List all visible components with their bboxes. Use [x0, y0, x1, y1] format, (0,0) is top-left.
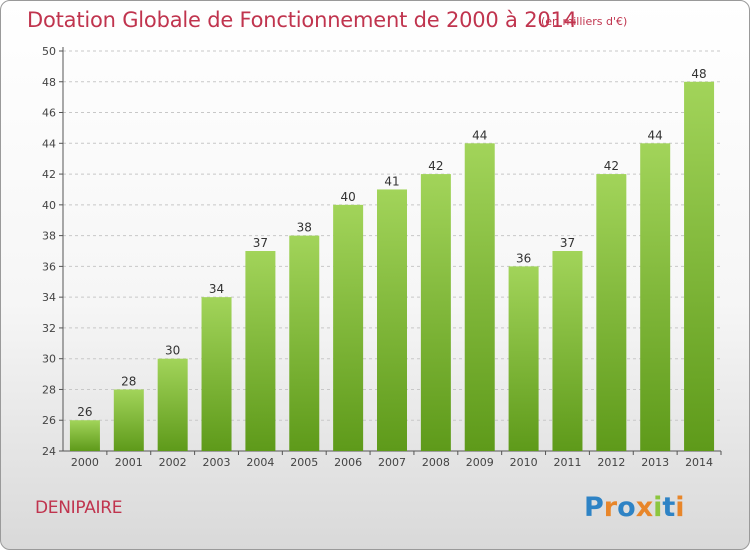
y-tick-label: 50: [42, 45, 56, 58]
bar: [289, 235, 320, 451]
y-tick-label: 34: [42, 291, 56, 304]
x-tick-label: 2010: [510, 456, 538, 469]
bar-value-label: 37: [560, 236, 575, 250]
x-tick-label: 2009: [466, 456, 494, 469]
y-tick-label: 26: [42, 414, 56, 427]
x-tick-label: 2013: [641, 456, 669, 469]
commune-name: DENIPAIRE: [35, 498, 123, 518]
tick-labels: 24 26 28 30 32 34 36 38 40 42 44 46 48 50 2000 2001 2002…: [42, 45, 713, 469]
x-tick-label: 2003: [203, 456, 231, 469]
bar-value-label: 38: [297, 221, 312, 235]
bar-value-label: 42: [428, 159, 443, 173]
bar: [333, 204, 364, 451]
bar: [684, 81, 715, 452]
y-tick-label: 30: [42, 353, 56, 366]
y-tick-label: 36: [42, 260, 56, 273]
x-tick-label: 2012: [597, 456, 625, 469]
y-tick-label: 40: [42, 199, 56, 212]
bar-value-label: 44: [472, 128, 487, 142]
bar-value-label: 28: [121, 374, 136, 388]
y-tick-label: 24: [42, 445, 56, 458]
bar-value-label: 48: [691, 67, 706, 81]
x-tick-label: 2006: [334, 456, 362, 469]
x-tick-label: 2001: [115, 456, 143, 469]
y-tick-label: 46: [42, 107, 56, 120]
y-tick-label: 44: [42, 137, 56, 150]
bar: [245, 251, 276, 451]
bar: [596, 174, 627, 452]
y-tick-label: 48: [42, 76, 56, 89]
bar-value-label: 30: [165, 344, 180, 358]
x-tick-label: 2014: [685, 456, 713, 469]
bar: [157, 358, 188, 451]
x-tick-label: 2007: [378, 456, 406, 469]
svg-text:Proxiti: Proxiti: [584, 492, 685, 523]
y-tick-label: 32: [42, 322, 56, 335]
bar: [640, 143, 671, 452]
bar-value-label: 41: [384, 174, 399, 188]
y-tick-label: 28: [42, 383, 56, 396]
bar: [69, 420, 100, 451]
x-tick-label: 2004: [246, 456, 274, 469]
x-tick-label: 2011: [553, 456, 581, 469]
x-tick-label: 2005: [290, 456, 318, 469]
proxiti-logo: Proxiti: [584, 492, 685, 523]
x-tick-label: 2000: [71, 456, 99, 469]
bar-value-label: 36: [516, 251, 531, 265]
bar: [113, 389, 144, 451]
bar-value-label: 37: [253, 236, 268, 250]
bars: [69, 81, 715, 452]
x-tick-label: 2008: [422, 456, 450, 469]
x-tick-label: 2002: [159, 456, 187, 469]
bar-value-label: 26: [77, 405, 92, 419]
bar-value-label: 44: [648, 128, 663, 142]
bar-value-label: 42: [604, 159, 619, 173]
bar: [377, 189, 407, 451]
bar: [552, 251, 583, 451]
bar: [420, 174, 451, 452]
bar: [464, 143, 495, 452]
y-tick-label: 42: [42, 168, 56, 181]
chart-unit-label: (en milliers d'€): [541, 15, 628, 28]
chart-title: Dotation Globale de Fonctionnement de 20…: [27, 8, 577, 32]
bar-value-label: 34: [209, 282, 224, 296]
data-labels: 26 28 30 34 37 38 40 41 42 44 36 37 42 44 48: [77, 67, 706, 419]
bar: [201, 297, 232, 451]
bar: [508, 266, 539, 451]
y-tick-label: 38: [42, 230, 56, 243]
bar-value-label: 40: [340, 190, 355, 204]
